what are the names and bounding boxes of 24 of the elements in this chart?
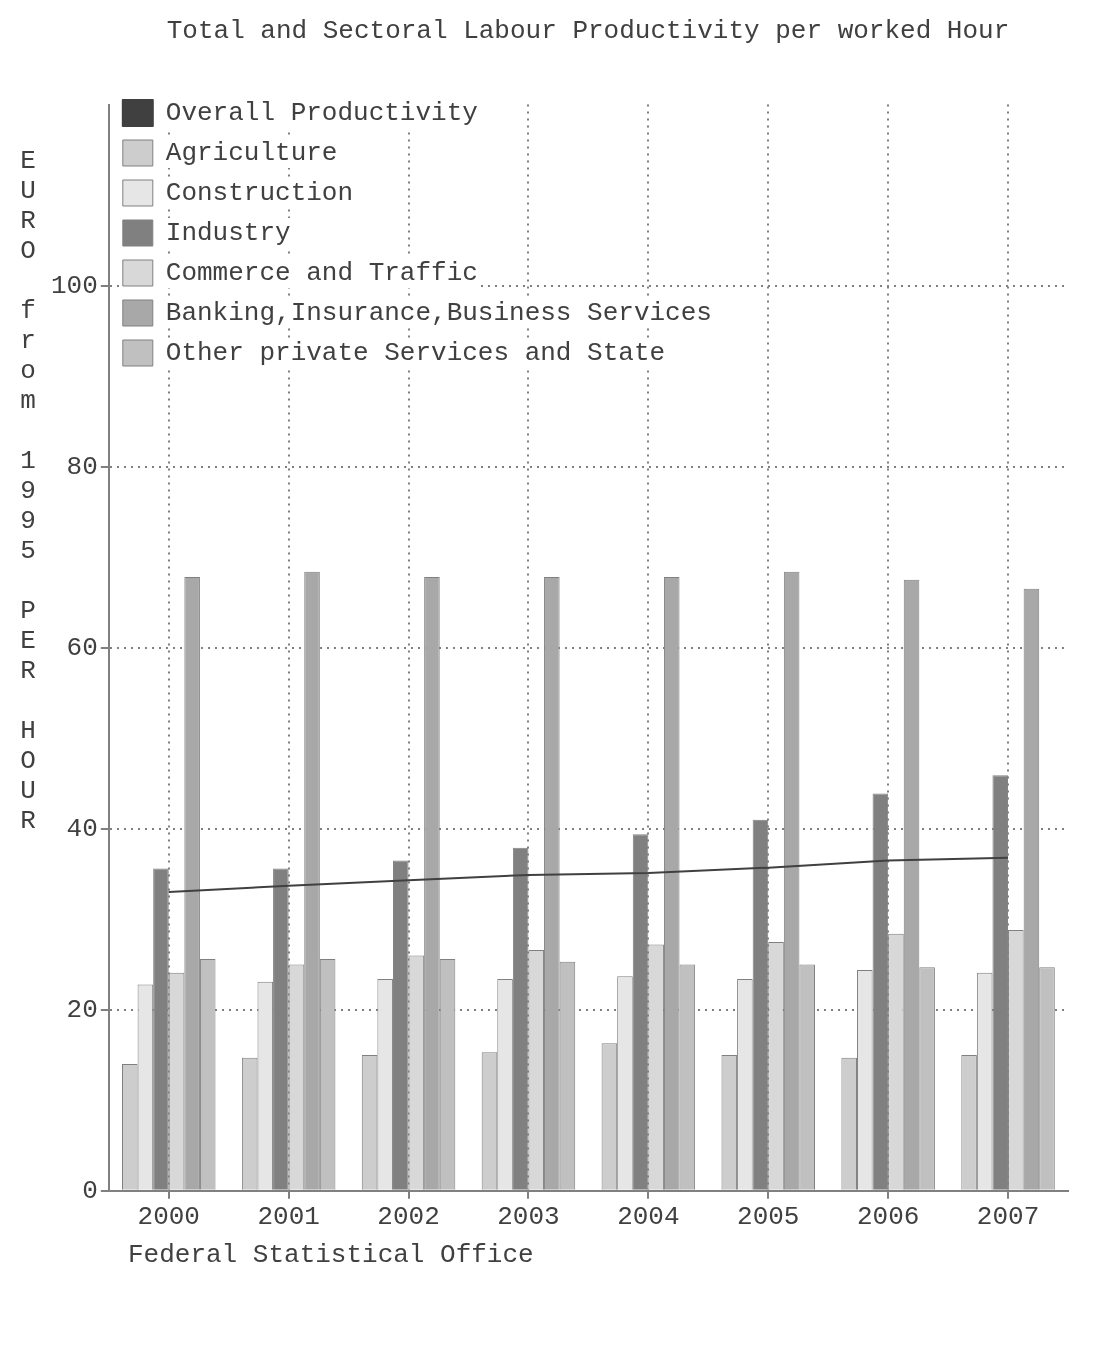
legend-label: Construction <box>165 177 354 208</box>
y-tick-label: 40 <box>66 813 98 844</box>
legend-label: Overall Productivity <box>165 97 478 128</box>
x-tick-label: 2005 <box>737 1202 800 1233</box>
y-axis-title: EURO from 1995 PER HOUR <box>12 145 44 838</box>
x-tick-label: 2007 <box>976 1202 1040 1233</box>
x-tick-label: 2003 <box>497 1202 560 1233</box>
y-tick-label: 0 <box>82 1175 98 1206</box>
chart-title: Total and Sectoral Labour Productivity per worked Hour <box>165 15 1011 48</box>
y-tick-label: 80 <box>66 451 98 482</box>
x-tick-label: 2004 <box>617 1202 680 1233</box>
y-tick-label: 60 <box>66 632 98 663</box>
legend-label: Industry <box>165 217 291 248</box>
x-tick-label: 2001 <box>257 1202 320 1233</box>
legend-label: Commerce and Traffic <box>165 257 478 288</box>
x-tick-label: 2002 <box>377 1202 440 1233</box>
y-tick-label: 100 <box>51 270 98 301</box>
legend-label: Banking,Insurance,Business Services <box>165 297 712 328</box>
x-tick-label: 2006 <box>856 1202 920 1233</box>
y-tick-label: 20 <box>66 994 98 1025</box>
legend-label: Other private Services and State <box>165 337 666 368</box>
x-tick-label: 2000 <box>137 1202 200 1233</box>
text: Federal Statistical Office <box>127 1240 535 1270</box>
legend-label: Agriculture <box>165 137 338 168</box>
